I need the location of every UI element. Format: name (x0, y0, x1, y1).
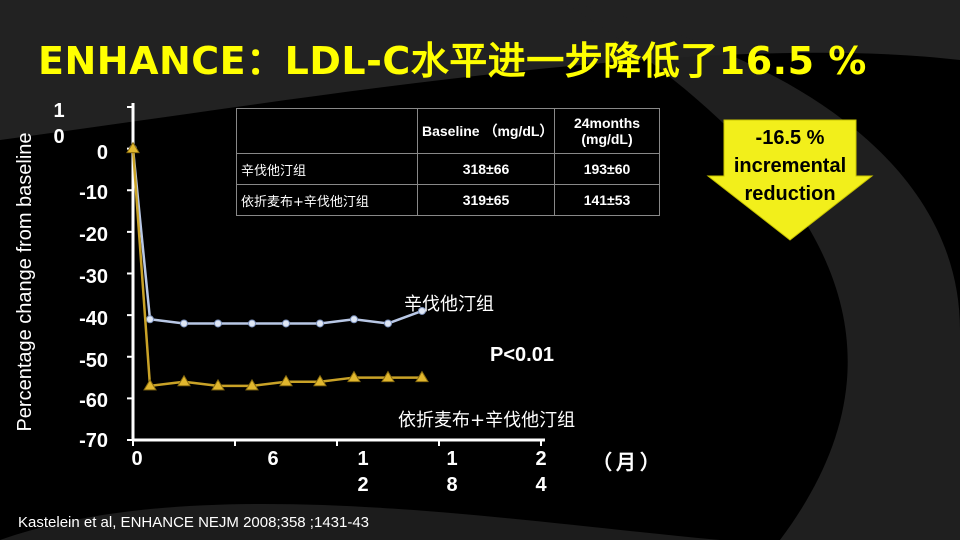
table-cell: 141±53 (554, 184, 660, 216)
data-point-simva (180, 319, 188, 328)
data-point-ezet (177, 374, 191, 387)
data-point-ezet (126, 141, 140, 154)
y-tick-label: 1 0 (53, 100, 65, 148)
ldl-table: Baseline （mg/dL） 24months (mg/dL) 辛伐他汀组 … (236, 108, 660, 216)
data-point-ezet (211, 378, 225, 391)
table-cell: 319±65 (417, 184, 555, 216)
y-tick-label: -70 (79, 430, 108, 452)
callout-line: -16.5 % (755, 127, 825, 149)
data-point-simva (316, 319, 324, 328)
down-arrow-callout (706, 119, 874, 241)
data-point-ezet (381, 370, 395, 383)
table-row: 依折麦布+辛伐他汀组 319±65 141±53 (236, 184, 660, 216)
y-tick-label: -10 (79, 182, 108, 204)
x-tick-label: 1 2 (357, 448, 369, 496)
table-header-cell: 24months (mg/dL) (554, 108, 660, 154)
callout-line: incremental (733, 155, 847, 177)
y-tick-label: 0 (96, 142, 108, 164)
citation: Kastelein et al, ENHANCE NEJM 2008;358 ;… (18, 514, 370, 531)
table-row: 辛伐他汀组 318±66 193±60 (236, 153, 660, 185)
table-header-cell (236, 108, 418, 154)
table-cell: 193±60 (554, 153, 660, 185)
table-cell-label: 依折麦布+辛伐他汀组 (236, 184, 418, 216)
data-point-simva (384, 319, 392, 328)
data-point-ezet (415, 370, 429, 383)
table-cell-label: 辛伐他汀组 (236, 153, 418, 185)
table-cell: 318±66 (417, 153, 555, 185)
data-point-ezet (279, 374, 293, 387)
callout-line: reduction (744, 183, 836, 205)
series-label-ezet: 依折麦布+辛伐他汀组 (398, 410, 576, 431)
x-axis-unit: （月） (592, 450, 664, 474)
y-tick-label: -50 (79, 350, 108, 372)
table-header-row: Baseline （mg/dL） 24months (mg/dL) (236, 108, 660, 154)
p-value-annotation: P<0.01 (490, 344, 554, 366)
data-point-simva (350, 315, 358, 324)
y-tick-label: -30 (79, 266, 108, 288)
series-line-simva (131, 148, 423, 325)
data-point-simva (146, 315, 154, 324)
data-point-simva (248, 319, 256, 328)
series-line-ezet (131, 148, 422, 388)
y-tick-label: -60 (79, 390, 108, 412)
x-tick-label: 0 (131, 448, 143, 470)
y-tick-label: -20 (79, 224, 108, 246)
data-point-simva (214, 319, 222, 328)
data-point-simva (282, 319, 290, 328)
x-tick-label: 2 4 (535, 448, 547, 496)
data-point-ezet (313, 374, 327, 387)
x-tick-label: 6 (267, 448, 279, 470)
data-point-ezet (347, 370, 361, 383)
data-point-simva (418, 306, 426, 315)
data-point-ezet (245, 378, 259, 391)
y-tick-label: -40 (79, 308, 108, 330)
callout-text: -16.5 % incremental reduction (706, 124, 874, 208)
x-tick-label: 1 8 (446, 448, 458, 496)
data-point-ezet (143, 378, 157, 391)
page-title: ENHANCE：LDL-C水平进一步降低了16.5 % (38, 39, 867, 83)
series-label-simva: 辛伐他汀组 (404, 294, 494, 315)
table-header-cell: Baseline （mg/dL） (417, 108, 555, 154)
